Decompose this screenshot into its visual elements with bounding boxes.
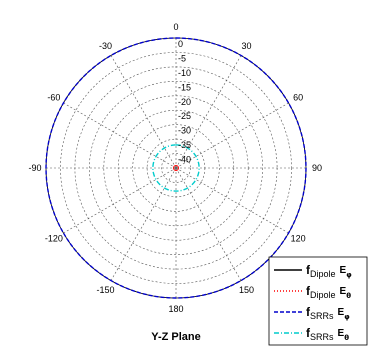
grid-spoke — [175, 55, 242, 169]
legend-box — [268, 256, 368, 346]
grid-spoke — [175, 102, 289, 169]
radial-tick-label: -25 — [178, 111, 191, 121]
angle-tick-label: 120 — [291, 234, 306, 244]
angle-tick-label: -120 — [45, 234, 63, 244]
grid-ring — [89, 81, 263, 255]
angle-tick-label: -150 — [96, 285, 114, 295]
legend-label: fSRRs Eφ — [306, 305, 350, 321]
angle-tick-label: -60 — [47, 93, 60, 103]
grid-spoke — [63, 102, 177, 169]
series-line — [45, 37, 307, 299]
radial-tick-label: -10 — [178, 68, 191, 78]
angle-tick-label: -90 — [28, 163, 41, 173]
grid-spoke — [110, 55, 177, 169]
grid-spoke — [63, 167, 177, 234]
legend-label: fSRRs Eθ — [306, 326, 349, 342]
angle-tick-label: -30 — [99, 41, 112, 51]
grid-ring — [60, 52, 292, 284]
radial-tick-label: -20 — [178, 97, 191, 107]
polar-grid — [45, 37, 307, 299]
chart-title: Y-Z Plane — [151, 331, 201, 343]
grid-spoke — [175, 167, 289, 234]
legend: fDipole Eφ fDipole Eθ fSRRs Eφ fSRRs Eθ — [268, 256, 368, 346]
angle-tick-label: 0 — [173, 22, 178, 32]
angle-tick-label: 60 — [293, 93, 303, 103]
grid-spoke — [175, 167, 242, 281]
angle-tick-label: 150 — [239, 285, 254, 295]
radial-tick-label: 0 — [178, 39, 183, 49]
angle-tick-label: 180 — [168, 304, 183, 314]
grid-spoke — [110, 167, 177, 281]
radial-tick-label: -35 — [178, 140, 191, 150]
radial-tick-label: -30 — [178, 126, 191, 136]
legend-label: fDipole Eθ — [306, 284, 351, 300]
legend-label: fDipole Eφ — [306, 263, 352, 279]
grid-ring — [161, 153, 191, 183]
grid-ring — [132, 124, 220, 212]
angle-tick-label: 90 — [312, 163, 322, 173]
series-layer — [45, 37, 307, 299]
tick-labels: 0 30 60 90 120 150 180 -150 -120 -90 -60 -30 0 -5 -10 -… — [28, 22, 322, 314]
radial-tick-label: -5 — [178, 53, 186, 63]
angle-tick-label: 30 — [241, 41, 251, 51]
radial-tick-label: -15 — [178, 82, 191, 92]
series-line — [152, 144, 200, 192]
series-center-mark — [173, 165, 179, 171]
radial-tick-label: -40 — [178, 155, 191, 165]
